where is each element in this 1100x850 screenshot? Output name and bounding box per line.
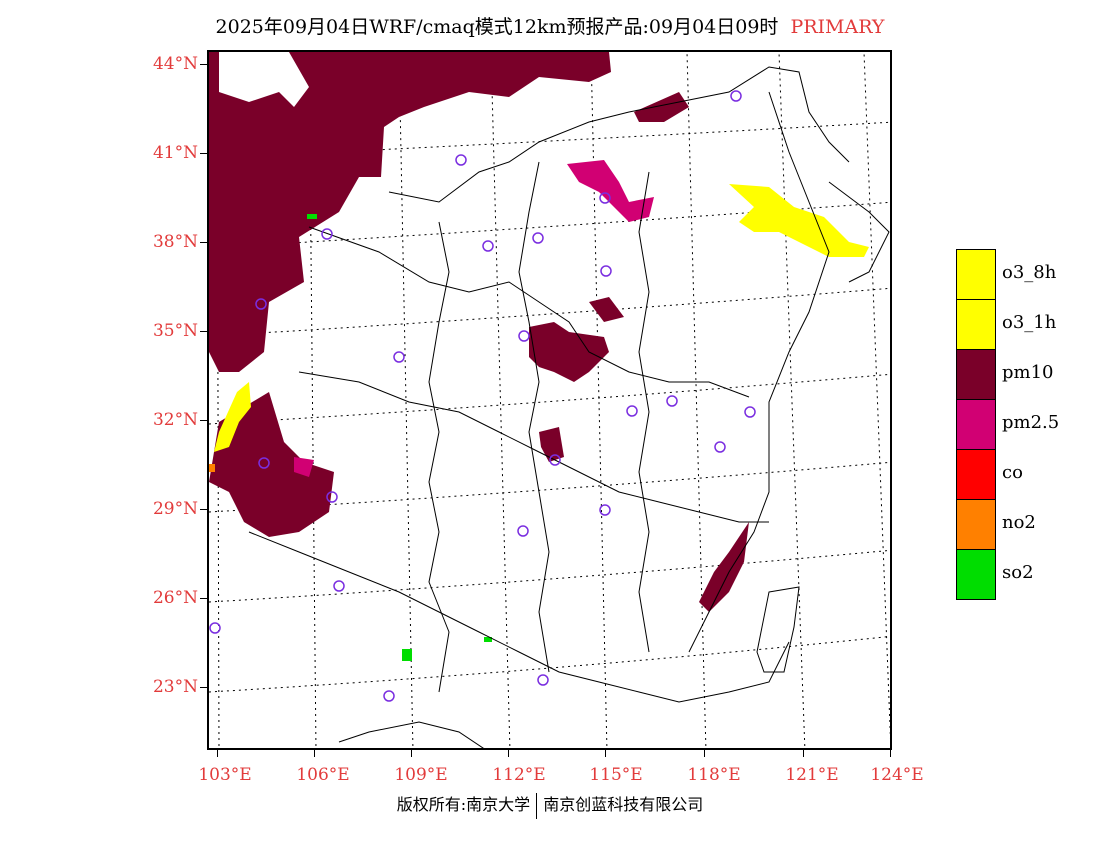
lat-label: 35°N — [152, 321, 198, 341]
legend-item-o3-8h: o3_8h — [956, 249, 1056, 300]
lon-tick — [890, 750, 891, 757]
lat-label: 23°N — [152, 677, 198, 697]
pm25-areas — [294, 160, 654, 477]
legend-item-o3-1h: o3_1h — [956, 299, 1056, 350]
legend-item-no2: no2 — [956, 499, 1036, 550]
legend-label: no2 — [1002, 512, 1036, 533]
lat-tick — [200, 331, 207, 332]
pm10-areas — [209, 52, 749, 612]
lat-label: 41°N — [152, 143, 198, 163]
o3-areas — [214, 184, 869, 452]
lon-tick — [605, 750, 606, 757]
lat-tick — [200, 687, 207, 688]
lon-tick — [411, 750, 412, 757]
lat-tick — [200, 420, 207, 421]
title-main: 2025年09月04日WRF/cmaq模式12km预报产品:09月04日09时 — [215, 16, 779, 38]
lon-label: 121°E — [785, 765, 839, 785]
copyright-left: 版权所有:南京大学 — [396, 795, 531, 814]
pm10-sichuan-area — [209, 392, 334, 537]
lat-label: 32°N — [152, 410, 198, 430]
pm10-central-area — [529, 322, 609, 382]
map-canvas — [209, 52, 890, 748]
lat-label: 38°N — [152, 232, 198, 252]
map-title: 2025年09月04日WRF/cmaq模式12km预报产品:09月04日09时 P… — [0, 12, 1100, 39]
o3-west-area — [214, 382, 251, 452]
map-panel[interactable] — [207, 50, 892, 750]
footer-divider — [536, 792, 538, 819]
legend-item-pm25: pm2.5 — [956, 399, 1059, 450]
lon-tick — [704, 750, 705, 757]
lat-label: 29°N — [152, 499, 198, 519]
lon-tick — [314, 750, 315, 757]
lon-tick — [217, 750, 218, 757]
lon-label: 124°E — [870, 765, 924, 785]
pm10-northwest-area — [209, 52, 611, 372]
station-markers — [209, 90, 756, 702]
lat-tick — [200, 64, 207, 65]
legend-label: o3_1h — [1002, 312, 1057, 333]
o3-bohai-area — [729, 184, 869, 257]
legend-swatch — [956, 399, 996, 450]
legend-label: co — [1002, 462, 1023, 483]
legend-label: pm10 — [1002, 362, 1054, 383]
copyright-right: 南京创蓝科技有限公司 — [543, 795, 704, 814]
legend-label: o3_8h — [1002, 262, 1057, 283]
lat-tick — [200, 598, 207, 599]
lon-tick — [508, 750, 509, 757]
lon-tick — [803, 750, 804, 757]
legend-item-pm10: pm10 — [956, 349, 1054, 400]
legend: o3_8h o3_1h pm10 pm2.5 co no2 so2 — [956, 249, 1059, 600]
lat-tick — [200, 242, 207, 243]
lon-label: 112°E — [492, 765, 546, 785]
legend-label: pm2.5 — [1002, 412, 1060, 433]
legend-swatch — [956, 249, 996, 300]
legend-item-co: co — [956, 449, 1023, 500]
copyright-footer: 版权所有:南京大学 南京创蓝科技有限公司 — [0, 791, 1100, 819]
legend-swatch — [956, 499, 996, 550]
legend-label: so2 — [1002, 562, 1034, 583]
pm10-coast-area — [699, 522, 749, 612]
lon-label: 109°E — [394, 765, 448, 785]
legend-swatch — [956, 549, 996, 600]
pm25-north-area — [567, 160, 654, 222]
lon-label: 118°E — [687, 765, 741, 785]
lat-label: 44°N — [152, 54, 198, 74]
so2-areas — [307, 214, 492, 661]
legend-item-so2: so2 — [956, 549, 1034, 600]
lat-tick — [200, 153, 207, 154]
no2-area — [209, 464, 215, 472]
lon-label: 103°E — [198, 765, 252, 785]
lon-label: 106°E — [296, 765, 350, 785]
legend-swatch — [956, 349, 996, 400]
legend-swatch — [956, 449, 996, 500]
legend-swatch — [956, 299, 996, 350]
title-primary-tag: PRIMARY — [790, 16, 885, 38]
lon-label: 115°E — [589, 765, 643, 785]
lat-label: 26°N — [152, 588, 198, 608]
lat-tick — [200, 509, 207, 510]
